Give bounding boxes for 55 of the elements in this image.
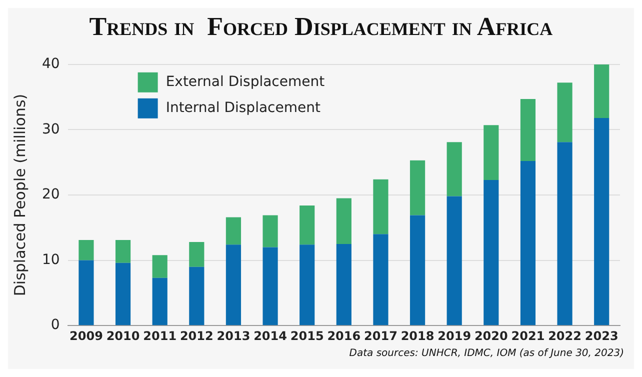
bar: [189, 266, 204, 326]
x-tick-label: 2019: [438, 328, 472, 343]
bar: [115, 240, 131, 263]
x-tick-label: 2012: [180, 328, 214, 343]
bar: [336, 198, 352, 244]
x-tick-label: 2022: [548, 328, 582, 343]
bar: [300, 205, 315, 245]
bar: [300, 244, 315, 326]
chart-title: Trends in Forced Displacement in Africa: [88, 11, 554, 43]
bar: [262, 215, 278, 248]
bar: [410, 215, 426, 326]
bar: [78, 240, 94, 260]
bar: [484, 125, 499, 180]
x-tick-label: 2018: [400, 328, 434, 343]
legend-label: External Displacement: [166, 74, 326, 90]
y-tick-label: 20: [42, 186, 60, 203]
bar: [410, 160, 426, 216]
x-tick-label: 2023: [584, 328, 618, 343]
text: Data sources: UNHCR, IDMC, IOM (as of June 30, 2023): [348, 348, 625, 359]
bar: [226, 217, 242, 245]
x-tick-label: 2013: [216, 328, 250, 343]
y-tick-label: 30: [42, 121, 60, 138]
y-tick-label: 10: [42, 252, 60, 268]
bar: [557, 142, 572, 326]
y-axis-title: Displaced People (millions): [10, 94, 29, 296]
x-tick-label: 2020: [474, 328, 508, 343]
bar: [520, 99, 536, 162]
bar: [557, 82, 572, 142]
x-tick-label: 2016: [327, 328, 361, 343]
bar: [484, 180, 499, 326]
bar: [152, 278, 168, 326]
y-tick-label: 40: [42, 56, 60, 72]
x-tick-label: 2015: [290, 328, 324, 343]
legend-label: Internal Displacement: [166, 100, 321, 116]
x-tick-label: 2011: [143, 328, 177, 343]
bar: [373, 179, 388, 234]
bar: [152, 255, 168, 278]
bar: [115, 262, 131, 326]
x-tick-label: 2014: [254, 328, 287, 343]
bar: [336, 244, 352, 326]
bar: [189, 242, 204, 267]
x-tick-label: 2010: [106, 328, 140, 343]
bar: [226, 244, 242, 326]
x-tick-label: 2021: [511, 328, 545, 343]
x-tick-label: 2017: [364, 328, 398, 343]
bar: [520, 161, 536, 326]
bar: [594, 64, 610, 118]
bar: [446, 142, 462, 196]
y-tick-label: 0: [50, 317, 60, 334]
bar: [594, 118, 610, 326]
x-tick-label: 2009: [70, 328, 103, 343]
bar: [446, 196, 462, 326]
bar: [262, 247, 278, 326]
bar: [373, 234, 388, 326]
bar: [78, 260, 94, 326]
